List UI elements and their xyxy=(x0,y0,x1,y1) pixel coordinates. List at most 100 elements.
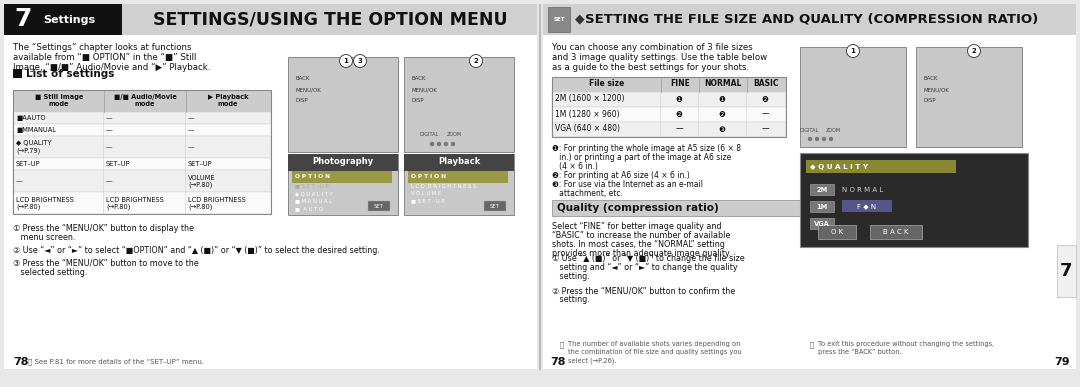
Bar xyxy=(13,112,271,124)
Text: provides more than adequate image quality.: provides more than adequate image qualit… xyxy=(552,249,731,258)
Text: ◆ QUALITY
(→P.79): ◆ QUALITY (→P.79) xyxy=(16,140,52,154)
Bar xyxy=(368,201,390,211)
Text: DIGITAL: DIGITAL xyxy=(800,128,820,134)
Bar xyxy=(13,192,271,214)
Text: —: — xyxy=(188,115,194,121)
Text: LCD BRIGHTNESS
(→P.80): LCD BRIGHTNESS (→P.80) xyxy=(188,197,246,209)
Text: —: — xyxy=(761,110,769,118)
Text: ② Press the “MENU/OK” button to confirm the: ② Press the “MENU/OK” button to confirm … xyxy=(552,286,735,295)
Bar xyxy=(552,200,810,216)
Text: ZOOM: ZOOM xyxy=(447,132,462,137)
Bar xyxy=(800,153,1028,247)
Text: ◆ Q U A L I T Y: ◆ Q U A L I T Y xyxy=(295,191,333,196)
Bar xyxy=(552,122,786,137)
Text: You can choose any combination of 3 file sizes: You can choose any combination of 3 file… xyxy=(552,43,753,52)
Text: Playback: Playback xyxy=(437,158,481,166)
Text: ① Press the “MENU/OK” button to display the: ① Press the “MENU/OK” button to display … xyxy=(13,224,194,233)
Bar xyxy=(552,77,786,137)
Text: menu screen.: menu screen. xyxy=(13,233,76,242)
Text: File size: File size xyxy=(590,79,624,89)
Text: F ◆ N: F ◆ N xyxy=(858,203,877,209)
Text: LCD BRIGHTNESS
(→P.80): LCD BRIGHTNESS (→P.80) xyxy=(106,197,164,209)
Text: 2M (1600 × 1200): 2M (1600 × 1200) xyxy=(555,94,624,103)
Text: ❸: For use via the Internet as an e-mail: ❸: For use via the Internet as an e-mail xyxy=(552,180,703,189)
Text: ▶ Playback
mode: ▶ Playback mode xyxy=(207,94,248,108)
Text: B A C K: B A C K xyxy=(883,229,908,235)
Bar xyxy=(810,201,834,212)
Circle shape xyxy=(450,142,455,146)
Circle shape xyxy=(828,137,833,141)
Text: BACK: BACK xyxy=(296,77,311,82)
Text: The “Settings” chapter looks at functions: The “Settings” chapter looks at function… xyxy=(13,43,191,52)
Text: List of settings: List of settings xyxy=(26,69,114,79)
Text: MENU/OK: MENU/OK xyxy=(296,87,322,92)
Text: —: — xyxy=(106,115,112,121)
Bar xyxy=(404,154,514,171)
Bar xyxy=(13,69,22,78)
Text: ■ S E T - U P: ■ S E T - U P xyxy=(295,183,328,188)
Text: DISP: DISP xyxy=(296,99,309,103)
Text: —: — xyxy=(761,125,769,134)
Text: ③ Press the “MENU/OK” button to move to the: ③ Press the “MENU/OK” button to move to … xyxy=(13,259,199,268)
Text: SET: SET xyxy=(490,204,500,209)
Text: ◆ Q U A L I T Y: ◆ Q U A L I T Y xyxy=(810,163,868,170)
Text: 1: 1 xyxy=(851,48,855,54)
Text: ❷: For printing at A6 size (4 × 6 in.): ❷: For printing at A6 size (4 × 6 in.) xyxy=(552,171,690,180)
Text: ❶: For printing the whole image at A5 size (6 × 8: ❶: For printing the whole image at A5 si… xyxy=(552,144,741,153)
Text: ❷: ❷ xyxy=(676,110,683,118)
Bar xyxy=(13,170,271,192)
Text: DIGITAL: DIGITAL xyxy=(420,132,440,137)
Bar xyxy=(806,160,956,173)
Bar xyxy=(13,124,271,136)
Text: —: — xyxy=(675,125,683,134)
Circle shape xyxy=(968,45,981,58)
Text: ❷: ❷ xyxy=(718,110,726,118)
Text: ⓘ See P.81 for more details of the “SET–UP” menu.: ⓘ See P.81 for more details of the “SET–… xyxy=(28,359,204,365)
Bar xyxy=(13,136,271,158)
Bar xyxy=(484,201,507,211)
Text: BACK: BACK xyxy=(924,77,939,82)
Text: To exit this procedure without changing the settings,: To exit this procedure without changing … xyxy=(818,341,994,347)
Text: L C D  B R I G H T N E S S: L C D B R I G H T N E S S xyxy=(411,183,476,188)
Text: Select “FINE” for better image quality and: Select “FINE” for better image quality a… xyxy=(552,222,721,231)
Bar xyxy=(1057,245,1076,297)
Bar xyxy=(800,47,906,147)
Text: The number of available shots varies depending on: The number of available shots varies dep… xyxy=(568,341,741,347)
Text: FINE: FINE xyxy=(670,79,690,89)
Bar xyxy=(288,154,399,171)
Text: O P T I O N: O P T I O N xyxy=(411,175,446,180)
Text: Settings: Settings xyxy=(43,15,95,25)
Text: 7: 7 xyxy=(14,7,31,31)
Bar xyxy=(13,90,271,214)
Text: available from “■ OPTION” in the “■” Still: available from “■ OPTION” in the “■” Sti… xyxy=(13,53,197,62)
Text: O K: O K xyxy=(831,229,843,235)
Bar xyxy=(818,225,856,239)
Text: ■ S E T - U P: ■ S E T - U P xyxy=(411,199,445,204)
Bar xyxy=(408,171,508,183)
Text: —: — xyxy=(106,178,112,184)
Text: —: — xyxy=(106,127,112,133)
Text: Photography: Photography xyxy=(312,158,374,166)
Bar xyxy=(13,90,271,112)
Text: press the “BACK” button.: press the “BACK” button. xyxy=(818,349,902,355)
Circle shape xyxy=(822,137,826,141)
Bar xyxy=(4,4,122,35)
Text: setting and “◄” or “►” to change the quality: setting and “◄” or “►” to change the qua… xyxy=(552,263,738,272)
Text: MENU/OK: MENU/OK xyxy=(924,87,949,92)
Bar xyxy=(552,92,786,107)
Text: ■  A U T O: ■ A U T O xyxy=(295,206,323,211)
Text: ■ Still Image
mode: ■ Still Image mode xyxy=(35,94,83,108)
Circle shape xyxy=(814,137,820,141)
Text: SET: SET xyxy=(374,204,383,209)
Text: SETTING THE FILE SIZE AND QUALITY (COMPRESSION RATIO): SETTING THE FILE SIZE AND QUALITY (COMPR… xyxy=(585,12,1039,26)
Bar xyxy=(552,77,786,92)
Text: V O L U M E: V O L U M E xyxy=(411,191,442,196)
Bar xyxy=(13,158,271,170)
Circle shape xyxy=(808,137,812,141)
Bar xyxy=(404,57,514,152)
Bar xyxy=(810,218,834,229)
Bar xyxy=(122,4,537,35)
Text: DISP: DISP xyxy=(411,99,424,103)
Text: VOLUME
(→P.80): VOLUME (→P.80) xyxy=(188,175,216,187)
Circle shape xyxy=(847,45,860,58)
